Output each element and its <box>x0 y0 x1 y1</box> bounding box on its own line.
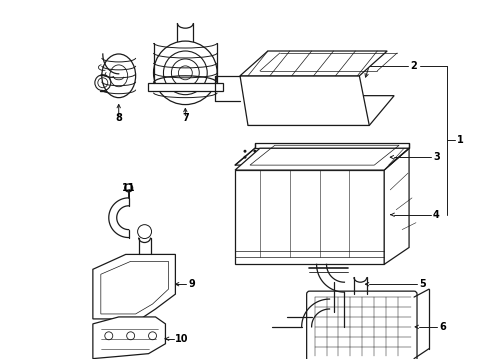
Circle shape <box>293 156 296 159</box>
Circle shape <box>313 156 316 159</box>
Circle shape <box>283 150 286 153</box>
Circle shape <box>253 150 256 153</box>
Circle shape <box>323 156 326 159</box>
Polygon shape <box>235 170 384 264</box>
FancyBboxPatch shape <box>307 291 417 360</box>
Circle shape <box>333 156 336 159</box>
Circle shape <box>244 150 246 153</box>
Text: 1: 1 <box>457 135 464 145</box>
Circle shape <box>363 150 366 153</box>
Polygon shape <box>255 143 409 148</box>
Text: 11: 11 <box>122 183 135 193</box>
Circle shape <box>253 156 256 159</box>
Text: 8: 8 <box>115 113 122 123</box>
Circle shape <box>343 150 346 153</box>
Circle shape <box>363 156 366 159</box>
Circle shape <box>343 156 346 159</box>
Polygon shape <box>147 83 223 91</box>
Circle shape <box>303 156 306 159</box>
Text: 2: 2 <box>410 61 417 71</box>
Polygon shape <box>240 76 369 125</box>
Circle shape <box>273 150 276 153</box>
Text: 5: 5 <box>419 279 426 289</box>
Text: 7: 7 <box>182 113 189 123</box>
Ellipse shape <box>102 54 136 98</box>
Circle shape <box>323 150 326 153</box>
Circle shape <box>353 156 356 159</box>
Circle shape <box>264 150 267 153</box>
Circle shape <box>293 150 296 153</box>
Circle shape <box>383 150 386 153</box>
Polygon shape <box>384 148 409 264</box>
Circle shape <box>373 156 376 159</box>
Polygon shape <box>240 51 387 76</box>
Circle shape <box>283 156 286 159</box>
Circle shape <box>373 150 376 153</box>
Polygon shape <box>93 317 166 359</box>
Circle shape <box>383 156 386 159</box>
Text: 4: 4 <box>433 210 440 220</box>
Circle shape <box>353 150 356 153</box>
Text: 10: 10 <box>175 334 189 344</box>
Circle shape <box>264 156 267 159</box>
Circle shape <box>303 150 306 153</box>
Circle shape <box>333 150 336 153</box>
Circle shape <box>244 156 246 159</box>
Text: 6: 6 <box>439 322 445 332</box>
Polygon shape <box>235 148 409 165</box>
Polygon shape <box>235 148 409 170</box>
Text: 3: 3 <box>433 152 440 162</box>
Polygon shape <box>93 255 175 319</box>
Circle shape <box>273 156 276 159</box>
Circle shape <box>313 150 316 153</box>
Text: 9: 9 <box>188 279 195 289</box>
Polygon shape <box>248 96 394 125</box>
